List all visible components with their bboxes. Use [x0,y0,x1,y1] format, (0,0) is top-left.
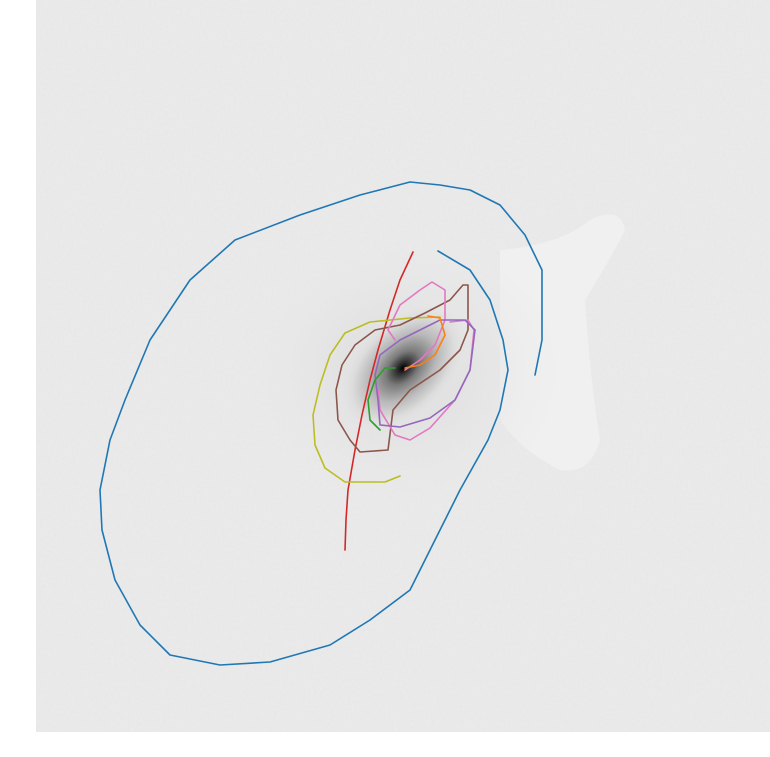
contour-orange [404,315,446,369]
contour-purple [374,319,476,428]
contour-brown [335,284,469,453]
contour-blue [99,181,543,666]
contour-green [367,367,396,431]
contour-yellow [312,316,441,483]
contour-red [344,251,414,551]
